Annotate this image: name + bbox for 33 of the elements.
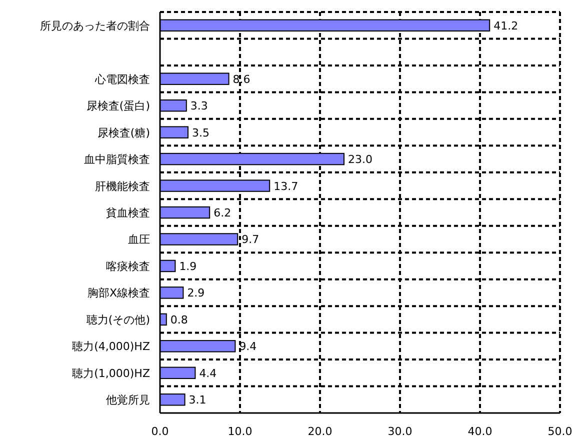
y-tick-label: 血中脂質検査	[84, 153, 150, 166]
x-tick-label: 30.0	[388, 425, 412, 438]
y-tick-label: 尿検査(蛋白)	[86, 100, 150, 113]
x-tick-label: 10.0	[228, 425, 252, 438]
data-label: 3.5	[192, 126, 210, 140]
y-tick-label: 所見のあった者の割合	[40, 19, 150, 32]
y-tick-label: 胸部X線検査	[87, 286, 150, 300]
x-tick-label: 0.0	[151, 425, 169, 438]
data-label: 1.9	[179, 260, 197, 273]
y-tick-label: 喀痰検査	[106, 260, 150, 273]
y-tick-label: 聴力(4,000)HZ	[72, 340, 150, 354]
data-label: 0.8	[170, 313, 188, 326]
data-label: 8.6	[232, 72, 250, 86]
y-tick-label: 肝機能検査	[95, 180, 150, 193]
y-tick-label: 心電図検査	[94, 72, 150, 86]
data-label: 23.0	[348, 153, 372, 166]
data-label: 3.3	[190, 100, 208, 113]
y-tick-label: 尿検査(糖)	[97, 126, 150, 140]
x-tick-label: 20.0	[308, 425, 332, 438]
x-tick-label: 50.0	[548, 425, 572, 438]
data-label: 4.4	[199, 366, 217, 380]
y-tick-label: 聴力(1,000)HZ	[72, 366, 150, 380]
y-tick-label: 聴力(その他)	[86, 313, 150, 326]
data-label: 13.7	[274, 180, 298, 193]
data-label: 6.2	[214, 206, 232, 220]
data-label: 9.7	[242, 233, 260, 246]
y-tick-label: 貧血検査	[106, 206, 150, 220]
y-tick-label: 血圧	[128, 233, 150, 246]
data-label: 3.1	[188, 394, 206, 407]
data-label: 41.2	[494, 19, 518, 32]
y-tick-label: 他覚所見	[106, 394, 150, 407]
x-tick-label: 40.0	[468, 425, 492, 438]
data-label: 2.9	[187, 286, 205, 300]
